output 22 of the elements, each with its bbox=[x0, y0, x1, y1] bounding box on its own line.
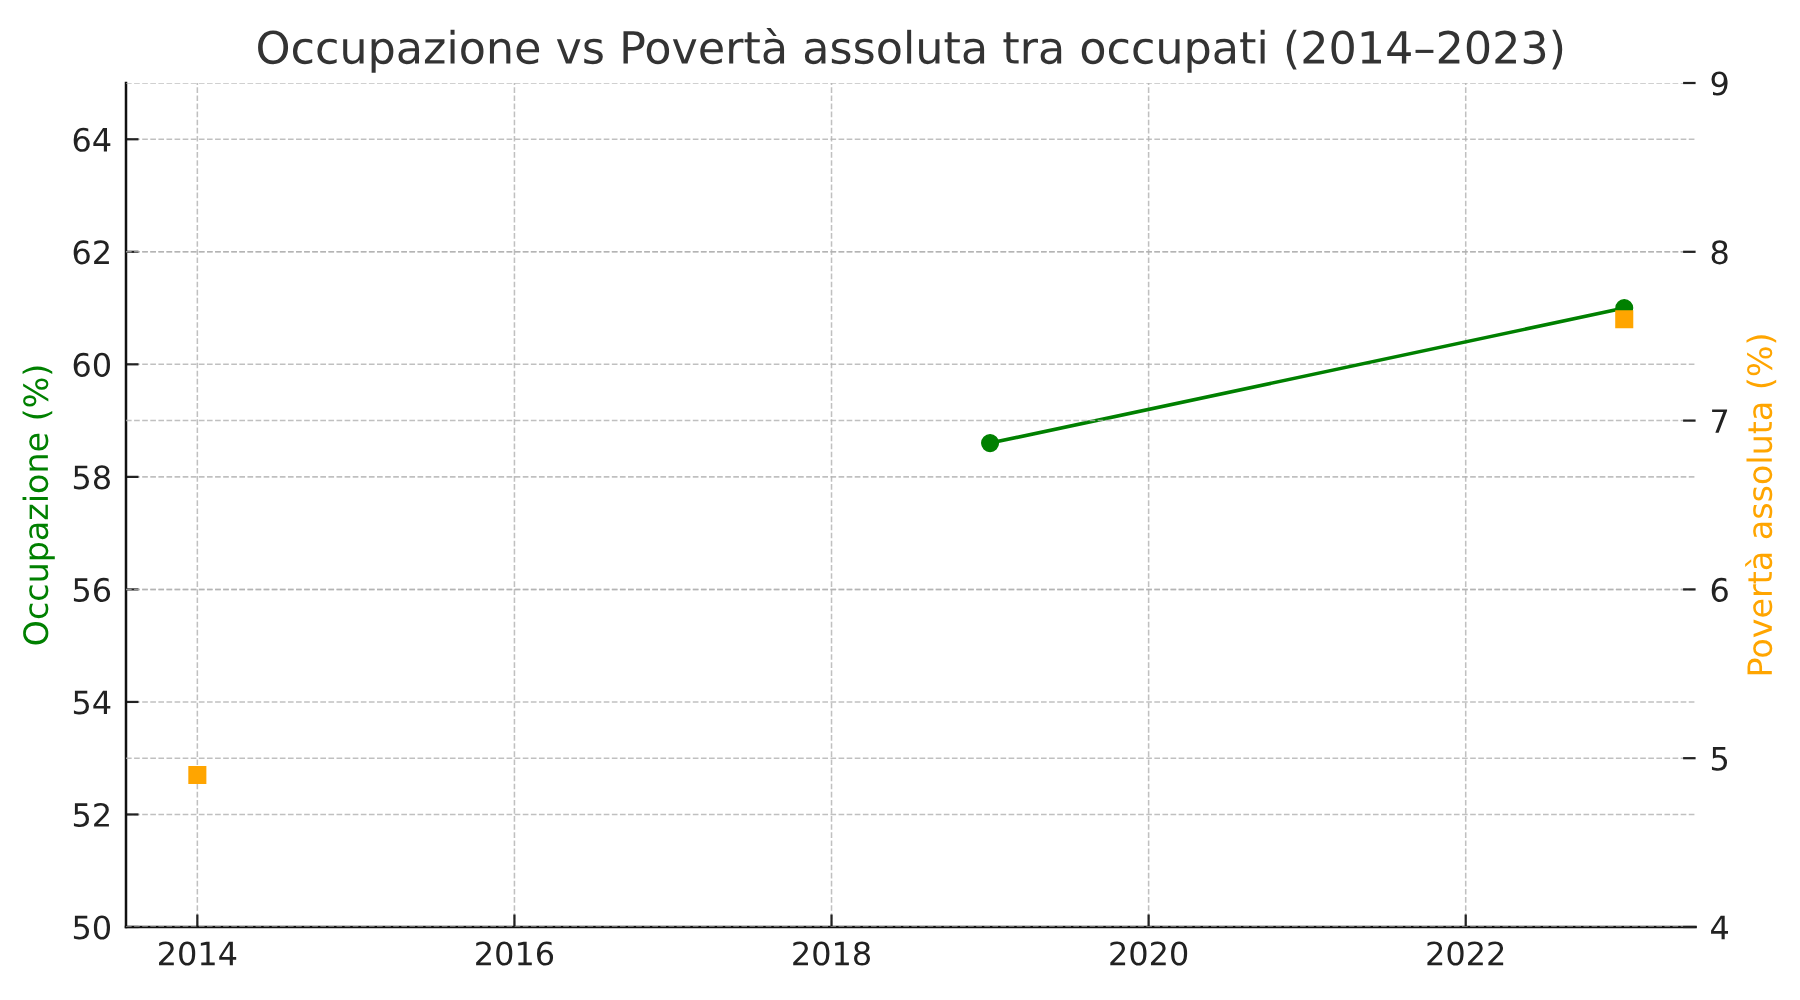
chart-title: Occupazione vs Povertà assoluta tra occupati (2014–2023) bbox=[258, 28, 1563, 73]
y2-tick-label: 9 bbox=[1711, 71, 1728, 96]
y2-tick-label: 5 bbox=[1711, 747, 1728, 771]
x-tick-label: 2018 bbox=[793, 941, 870, 966]
x-tick-label: 2014 bbox=[159, 941, 237, 966]
y-tick-label: 60 bbox=[73, 352, 110, 377]
y-tick-label: 56 bbox=[73, 577, 111, 602]
y-tick-label: 62 bbox=[73, 240, 109, 265]
y2-tick-label: 7 bbox=[1712, 409, 1728, 433]
x-tick-label: 2016 bbox=[476, 941, 554, 966]
y-tick-label: 50 bbox=[73, 915, 110, 940]
x-tick-label: 2022 bbox=[1427, 941, 1504, 966]
y2-tick-label: 8 bbox=[1711, 240, 1728, 265]
y-tick-label: 58 bbox=[73, 465, 110, 490]
x-tick-label: 2020 bbox=[1110, 941, 1188, 966]
y-tick-label: 54 bbox=[73, 690, 111, 715]
y-axis-title: Occupazione (%) bbox=[22, 366, 55, 645]
y2-tick-label: 6 bbox=[1711, 577, 1728, 602]
y2-axis-title: Povertà assoluta (%) bbox=[1745, 335, 1777, 675]
y2-tick-label: 4 bbox=[1711, 915, 1729, 940]
y-tick-label: 64 bbox=[73, 127, 111, 152]
y-tick-label: 52 bbox=[73, 802, 109, 828]
